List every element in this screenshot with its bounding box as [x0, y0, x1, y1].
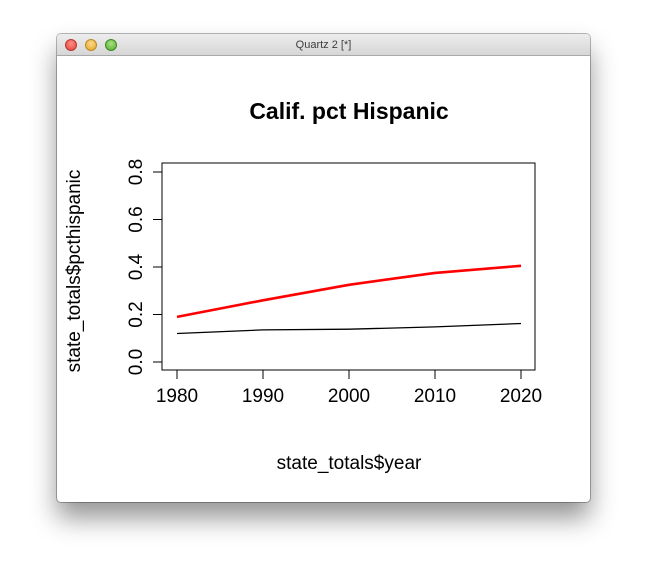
chart-title: Calif. pct Hispanic — [249, 98, 449, 124]
window-title: Quartz 2 [*] — [295, 39, 352, 51]
close-window-icon[interactable] — [65, 39, 77, 51]
plot-window: Quartz 2 [*] Calif. pct Hispanic 1980 199… — [57, 34, 590, 502]
series-line-1 — [176, 264, 522, 319]
y-tick-label: 0.0 — [126, 349, 147, 375]
line-chart: Calif. pct Hispanic 1980 1990 2000 2010 2020… — [64, 98, 542, 474]
y-tick-label: 0.6 — [126, 206, 147, 232]
y-tick-label: 0.8 — [126, 159, 147, 185]
y-axis-label: state_totals$pcthispanic — [64, 170, 85, 373]
zoom-window-icon[interactable] — [105, 39, 117, 51]
y-tick-label: 0.4 — [126, 253, 147, 280]
x-tick-label: 2000 — [328, 386, 370, 407]
y-tick-label: 0.2 — [126, 301, 147, 327]
x-axis-label: state_totals$year — [277, 453, 422, 474]
series-line-2 — [176, 322, 522, 335]
x-tick-label: 2020 — [500, 386, 542, 407]
title-bar[interactable]: Quartz 2 [*] — [57, 34, 590, 56]
x-tick-label: 2010 — [414, 386, 456, 407]
x-tick-label: 1990 — [242, 386, 284, 407]
x-tick-label: 1980 — [156, 386, 198, 407]
plot-frame — [161, 162, 536, 371]
minimize-window-icon[interactable] — [85, 39, 97, 51]
